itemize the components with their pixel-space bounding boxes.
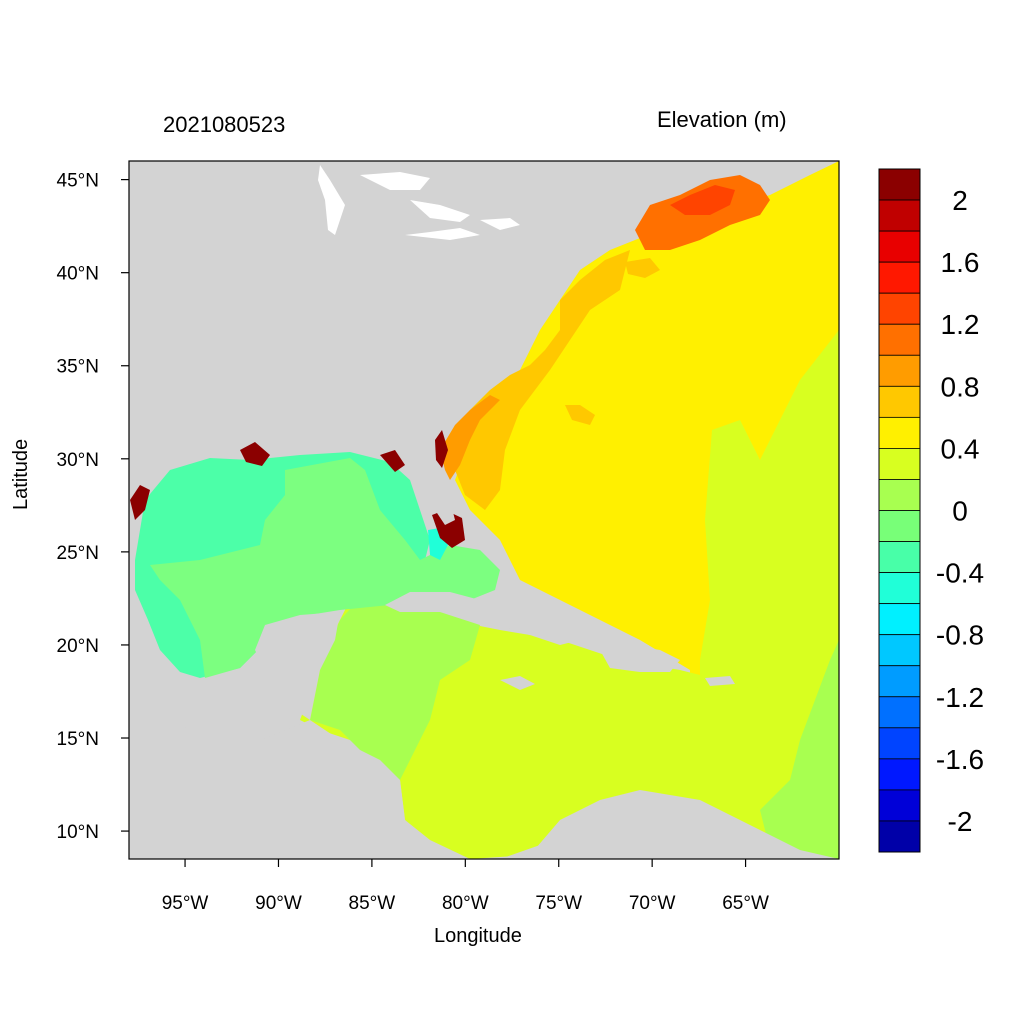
colorbar-swatch (878, 634, 921, 667)
colorbar-swatch (878, 354, 921, 387)
y-tick-label: 15°N (57, 729, 99, 750)
yucatan-peninsula (255, 612, 340, 720)
colorbar-swatch (878, 727, 921, 760)
colorbar-swatch (878, 696, 921, 729)
great-lakes (318, 165, 520, 240)
colorbar-label: -1.6 (936, 744, 984, 775)
y-axis-ticks: 45°N 40°N 35°N 30°N 25°N 20°N 15°N 10°N (57, 171, 129, 843)
florida-peninsula (405, 455, 455, 525)
variable-title: Elevation (m) (657, 107, 787, 132)
x-tick-label: 85°W (349, 893, 396, 914)
colorbar-label: -2 (948, 806, 973, 837)
colorbar-label: 0.8 (941, 371, 980, 402)
x-axis-label: Longitude (434, 925, 522, 947)
colorbar-frame (878, 168, 921, 853)
jamaica-island (500, 676, 535, 690)
eastern-gulf (150, 458, 430, 678)
map-frame (128, 160, 840, 860)
surge-texas (130, 485, 150, 520)
colorbar-swatch (878, 292, 921, 325)
south-america-coast (470, 790, 839, 859)
y-tick-label: 35°N (57, 357, 99, 378)
eastern-caribbean-edge (760, 640, 839, 859)
x-axis-ticks: 95°W 90°W 85°W 80°W 75°W 70°W 65°W (162, 859, 769, 914)
colorbar-swatch (878, 820, 921, 853)
x-tick-label: 75°W (535, 893, 582, 914)
x-tick-label: 70°W (629, 893, 676, 914)
surge-louisiana (240, 442, 270, 466)
colorbar-label: -0.8 (936, 620, 984, 651)
shelf-patch-2 (625, 258, 660, 278)
y-tick-label: 40°N (57, 264, 99, 285)
colorbar: 2 1.6 1.2 0.8 0.4 0 -0.4 -0.8 -1.2 -1.6 -2 (878, 168, 984, 853)
x-tick-label: 95°W (162, 893, 209, 914)
y-tick-label: 10°N (57, 822, 99, 843)
colorbar-label: 1.6 (941, 247, 980, 278)
cuba-island (385, 592, 580, 645)
surge-northeast-florida (435, 430, 448, 468)
shelf-patch-1 (565, 405, 595, 425)
hispaniola-island (600, 645, 680, 672)
colorbar-swatch (878, 572, 921, 605)
y-tick-label: 25°N (57, 543, 99, 564)
puerto-rico-island (705, 676, 735, 686)
x-tick-label: 65°W (722, 893, 769, 914)
colorbar-swatch (878, 758, 921, 791)
atlantic-shelf (450, 250, 630, 510)
colorbar-swatch (878, 448, 921, 480)
southeast-coast (440, 395, 500, 480)
colorbar-swatch (878, 541, 921, 573)
colorbar-swatch (878, 665, 921, 698)
colorbar-label: 2 (952, 185, 968, 216)
colorbar-swatch (878, 199, 921, 232)
colorbar-swatch (878, 510, 921, 542)
x-tick-label: 80°W (442, 893, 489, 914)
colorbar-swatch (878, 323, 921, 356)
colorbar-swatch (878, 416, 921, 449)
y-tick-label: 30°N (57, 450, 99, 471)
y-tick-label: 20°N (57, 636, 99, 657)
colorbar-swatch (878, 603, 921, 636)
colorbar-swatch (878, 168, 921, 201)
map-field (129, 161, 839, 859)
colorbar-label: -0.4 (936, 558, 984, 589)
colorbar-swatch (878, 261, 921, 294)
colorbar-swatch (878, 479, 921, 511)
colorbar-swatch (878, 385, 921, 418)
y-tick-label: 45°N (57, 171, 99, 192)
colorbar-label: 1.2 (941, 309, 980, 340)
western-caribbean (310, 598, 480, 780)
central-america (129, 720, 450, 859)
surge-big-bend (380, 450, 405, 472)
colorbar-label: 0 (952, 496, 968, 527)
colorbar-swatch (878, 230, 921, 263)
colorbar-label: -1.2 (936, 682, 984, 713)
timestamp-label: 2021080523 (163, 112, 286, 137)
gulf-of-maine-core (670, 185, 735, 215)
x-tick-label: 90°W (255, 893, 302, 914)
colorbar-swatch (878, 789, 921, 822)
colorbar-label: 0.4 (941, 433, 980, 464)
surge-south-florida (432, 510, 465, 548)
